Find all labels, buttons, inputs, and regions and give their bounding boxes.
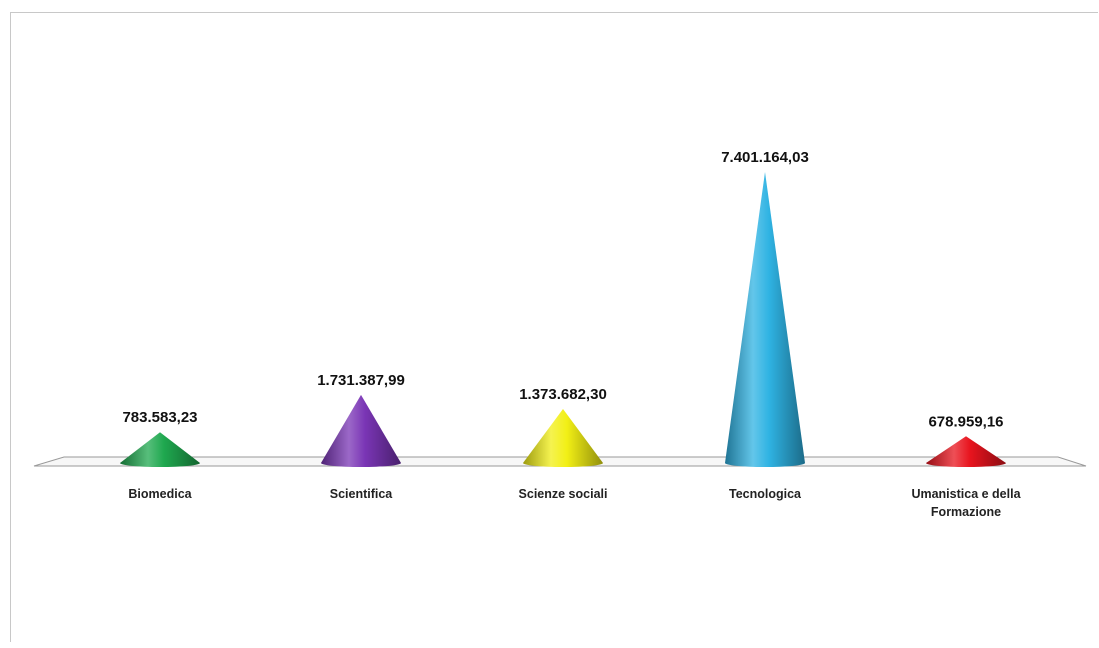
tick-label-umanistica-e-della-formazione-1: Umanistica e della	[911, 487, 1021, 501]
data-label-biomedica: 783.583,23	[122, 409, 197, 426]
tick-label-scientifica: Scientifica	[330, 487, 394, 501]
data-label-umanistica-e-della-formazione: 678.959,16	[928, 413, 1003, 430]
cone-tecnologica	[725, 172, 805, 467]
cone-biomedica	[120, 432, 200, 467]
tick-label-umanistica-e-della-formazione-2: Formazione	[931, 505, 1001, 519]
tick-label-tecnologica: Tecnologica	[729, 487, 802, 501]
data-label-scientifica: 1.731.387,99	[317, 372, 405, 389]
data-label-tecnologica: 7.401.164,03	[721, 149, 809, 166]
cone-umanistica-e-della-formazione	[926, 436, 1006, 467]
data-label-scienze-sociali: 1.373.682,30	[519, 386, 607, 403]
tick-label-scienze-sociali: Scienze sociali	[519, 487, 608, 501]
cone-scientifica	[321, 394, 401, 467]
cone-scienze-sociali	[523, 409, 603, 467]
chart-frame	[10, 12, 1098, 642]
tick-label-biomedica: Biomedica	[128, 487, 192, 501]
